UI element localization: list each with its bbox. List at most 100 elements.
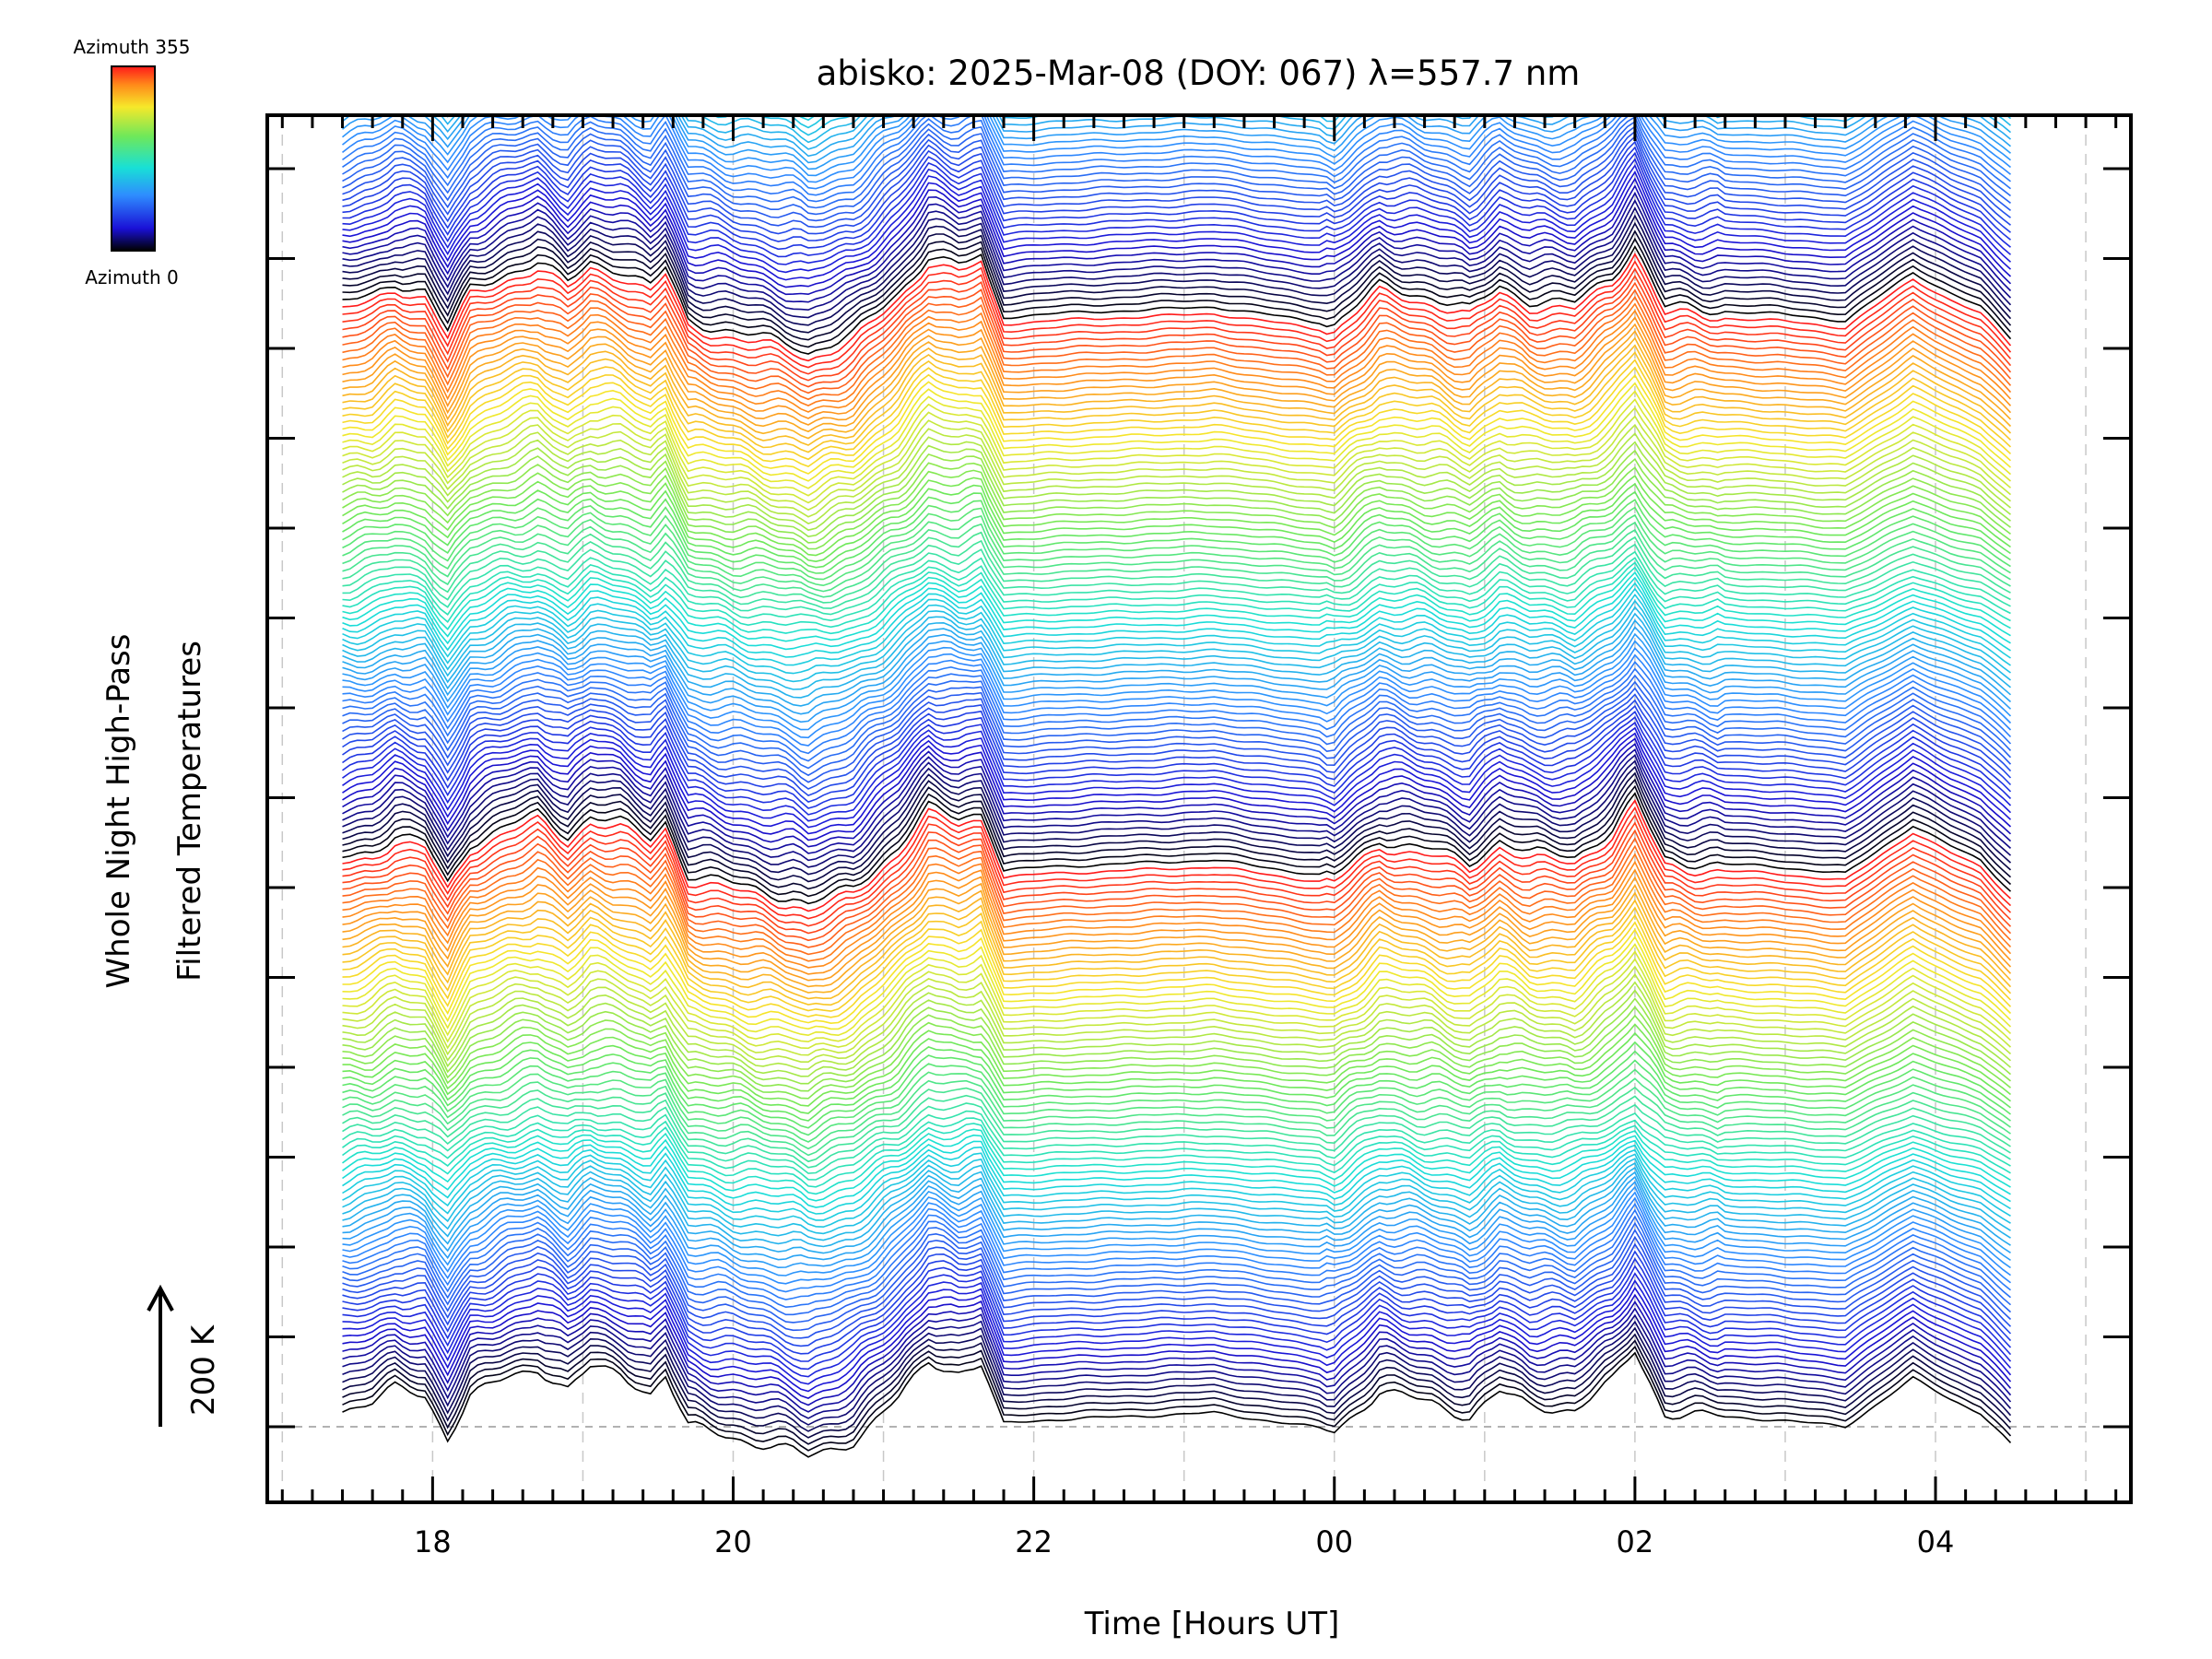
trace-line	[342, 415, 2012, 512]
trace-line	[342, 1313, 2012, 1419]
trace-line	[342, 323, 2012, 426]
trace-line	[342, 1094, 2011, 1163]
trace-line	[342, 571, 2011, 642]
trace-line	[342, 1215, 2012, 1316]
trace-line	[342, 693, 2012, 790]
trace-line	[342, 699, 2012, 797]
trace-line	[342, 674, 2012, 770]
trace-line	[342, 721, 2012, 822]
trace-line	[342, 1128, 2011, 1195]
trace-line	[342, 1031, 2011, 1114]
trace-line	[342, 475, 2011, 557]
trace-line	[343, 0, 2011, 7]
trace-line	[342, 821, 2012, 935]
scale-label: 200 K	[185, 1324, 222, 1416]
trace-line	[342, 344, 2012, 446]
x-tick-labels: 18 20 22 00 02 04	[414, 1524, 1954, 1559]
trace-line	[342, 482, 2011, 563]
trace-line	[342, 1068, 2011, 1143]
trace-line	[342, 1023, 2012, 1107]
trace-line	[342, 390, 2012, 489]
trace-line	[342, 1229, 2012, 1332]
trace-line	[342, 184, 2012, 296]
trace-line	[342, 989, 2012, 1077]
trace-line	[342, 928, 2012, 1025]
trace-line	[342, 506, 2011, 581]
trace-line	[342, 844, 2012, 956]
trace-line	[342, 115, 2011, 209]
trace-line	[342, 163, 2012, 274]
trace-line	[342, 1086, 2011, 1157]
trace-line	[342, 490, 2011, 569]
trace-line	[342, 1059, 2011, 1136]
trace-line	[342, 743, 2012, 848]
trace-line	[342, 829, 2012, 942]
trace-line	[342, 135, 2011, 235]
trace-line	[342, 260, 2012, 369]
trace-group	[341, 0, 2012, 1458]
trace-line	[342, 1351, 2012, 1458]
trace-line	[342, 784, 2012, 898]
trace-line	[342, 737, 2012, 841]
trace-line	[342, 267, 2012, 375]
trace-line	[343, 0, 2011, 41]
x-tick-label: 00	[1315, 1524, 1353, 1559]
trace-line	[342, 1171, 2011, 1254]
trace-line	[342, 158, 2012, 265]
trace-line	[342, 115, 2011, 203]
trace-line	[342, 115, 2012, 164]
trace-line	[342, 561, 2011, 629]
trace-line	[342, 626, 2012, 715]
trace-line	[342, 1265, 2012, 1371]
trace-line	[342, 798, 2012, 912]
trace-line	[342, 1196, 2011, 1293]
trace-line	[342, 1208, 2012, 1309]
trace-line	[341, 115, 2012, 171]
trace-line	[342, 115, 2012, 190]
trace-line	[342, 599, 2011, 683]
trace-line	[342, 140, 2012, 242]
trace-line	[342, 206, 2012, 319]
scale-arrow-icon	[147, 1284, 174, 1427]
chart-title: abisko: 2025-Mar-08 (DOY: 067) λ=557.7 n…	[817, 53, 1581, 93]
trace-line	[342, 680, 2012, 777]
trace-line	[342, 965, 2012, 1056]
trace-line	[342, 860, 2012, 969]
trace-line	[342, 1326, 2012, 1432]
trace-line	[342, 660, 2012, 755]
trace-line	[342, 1117, 2011, 1181]
trace-line	[342, 883, 2012, 988]
colorbar-top-label: Azimuth 355	[74, 36, 191, 58]
trace-line	[342, 958, 2012, 1050]
trace-line	[342, 576, 2011, 651]
trace-line	[342, 125, 2011, 222]
trace-line	[342, 704, 2012, 804]
trace-line	[342, 1144, 2011, 1215]
trace-line	[342, 813, 2012, 927]
trace-line	[341, 115, 2012, 177]
trace-line	[342, 606, 2011, 690]
trace-line	[342, 329, 2012, 433]
trace-line	[342, 1202, 2012, 1300]
trace-line	[342, 221, 2012, 334]
trace-line	[342, 711, 2012, 809]
trace-line	[342, 778, 2012, 890]
trace-line	[342, 406, 2012, 504]
trace-line	[342, 1077, 2011, 1150]
trace-line	[342, 288, 2012, 394]
grid	[267, 115, 2131, 1502]
trace-line	[342, 997, 2012, 1085]
trace-line	[342, 943, 2012, 1037]
trace-line	[342, 1158, 2011, 1235]
x-tick-label: 22	[1015, 1524, 1053, 1559]
trace-line	[342, 981, 2012, 1070]
trace-line	[342, 1320, 2012, 1426]
trace-line	[342, 891, 2012, 994]
trace-line	[342, 543, 2011, 609]
trace-line	[342, 441, 2012, 532]
trace-line	[342, 1242, 2012, 1347]
trace-line	[342, 726, 2012, 829]
y-axis-label-line1: Whole Night High-Pass	[100, 634, 137, 989]
trace-line	[342, 618, 2012, 707]
trace-line	[342, 1272, 2012, 1378]
